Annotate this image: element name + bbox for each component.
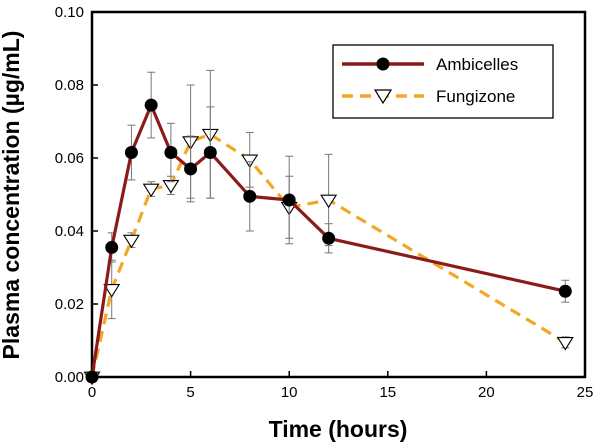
- y-tick-label: 0.02: [55, 296, 84, 313]
- y-tick-label: 0.04: [55, 223, 84, 240]
- legend-box: [332, 44, 554, 119]
- x-tick-label: 25: [577, 384, 594, 401]
- legend-marker-fungizone: [373, 89, 393, 105]
- x-tick-label: 10: [281, 384, 298, 401]
- data-point-ambicelles: [184, 162, 198, 176]
- y-tick-label: 0.10: [55, 4, 84, 21]
- x-axis-title: Time (hours): [269, 416, 408, 442]
- data-point-ambicelles: [282, 193, 296, 207]
- legend-label-fungizone: Fungizone: [436, 87, 515, 106]
- x-tick-label: 15: [379, 384, 396, 401]
- data-point-ambicelles: [144, 98, 158, 112]
- y-tick-label: 0.08: [55, 77, 84, 94]
- data-point-ambicelles: [558, 284, 572, 298]
- data-point-ambicelles: [85, 370, 99, 384]
- x-tick-label: 0: [88, 384, 96, 401]
- data-point-fungizone: [320, 194, 338, 209]
- tick-layer: 0 5 10 15 20 25 0.00 0.02 0.04 0.06 0.08 0.10: [55, 4, 594, 401]
- x-tick-label: 5: [186, 384, 194, 401]
- data-point-fungizone: [162, 180, 180, 194]
- plot-frame: [90, 10, 587, 379]
- series-layer: [83, 69, 574, 386]
- data-point-fungizone: [241, 154, 259, 169]
- x-tick-label: 20: [478, 384, 495, 401]
- y-axis-title: Plasma concentration (µg/mL): [0, 31, 24, 360]
- data-point-fungizone: [122, 234, 140, 249]
- data-point-ambicelles: [105, 240, 119, 254]
- legend: Ambicelles Fungizone: [332, 44, 554, 119]
- legend-label-ambicelles: Ambicelles: [436, 55, 518, 74]
- data-point-fungizone: [103, 284, 121, 298]
- data-point-ambicelles: [164, 146, 178, 160]
- y-tick-label: 0.00: [55, 369, 84, 386]
- data-point-ambicelles: [124, 146, 138, 160]
- data-point-fungizone: [556, 336, 574, 351]
- data-point-ambicelles: [243, 189, 257, 203]
- data-point-ambicelles: [322, 231, 336, 245]
- y-tick-label: 0.06: [55, 150, 84, 167]
- data-point-ambicelles: [203, 146, 217, 160]
- legend-marker-ambicelles: [376, 57, 390, 71]
- data-point-fungizone: [142, 183, 160, 198]
